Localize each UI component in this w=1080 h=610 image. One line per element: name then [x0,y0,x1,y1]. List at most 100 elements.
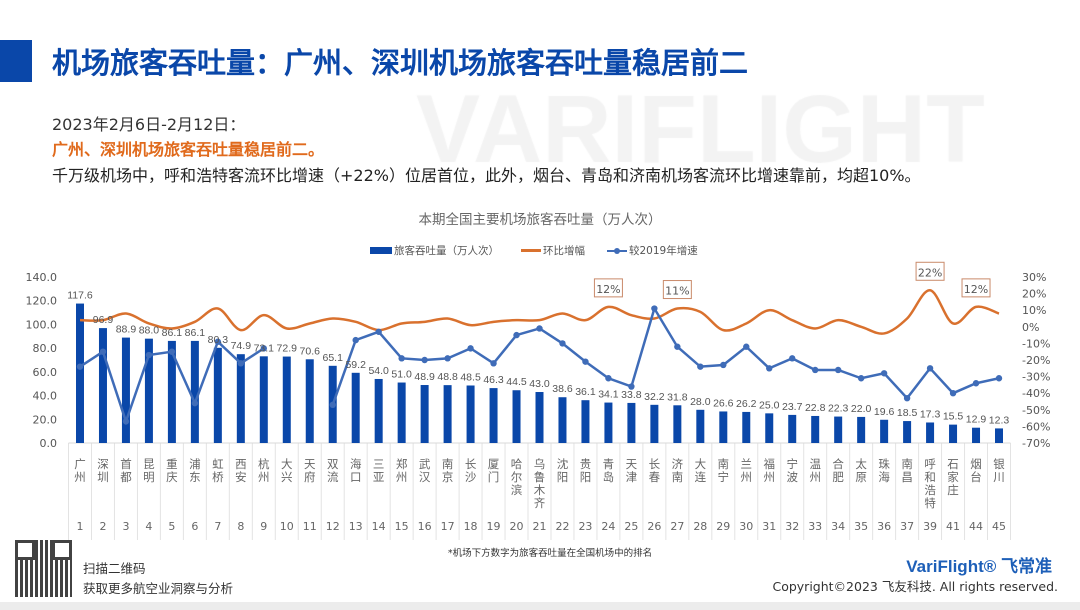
rank-label: 13 [348,520,363,533]
y-left-tick-label: 120.0 [26,295,58,308]
annotation-box [961,278,991,298]
vs2019-point [421,356,428,364]
y-right-tick-label: 10% [1022,304,1046,317]
bar [673,405,682,443]
mom-growth-line [79,289,1000,335]
rank-label: 5 [168,520,176,533]
highlight-text: 广州、深圳机场旅客吞吐量稳居前二。 [52,140,325,159]
rank-label: 31 [762,520,777,533]
bar [76,303,84,443]
bar-data-label: 117.6 [67,290,93,302]
bar-data-label: 28.0 [690,396,711,408]
category-label: 太原 [855,457,867,484]
annotation-box [662,280,692,300]
bar [305,359,314,443]
y-right-tick-label: 0% [1022,321,1039,334]
rank-label: 8 [237,520,245,533]
y-right-tick-label: -40% [1022,387,1050,400]
vs2019-point [237,360,245,367]
rank-label: 23 [578,520,593,533]
vs2019-point [972,380,980,387]
vs2019-point [168,348,176,355]
vs2019-point [812,366,819,374]
category-label: 乌鲁木齐 [533,457,546,510]
bar [788,414,797,443]
category-label: 虹桥 [212,457,224,484]
rank-label: 14 [371,520,386,533]
category-label: 沈阳 [556,457,569,484]
category-label: 天府 [304,457,316,484]
category-label: 宁波 [786,457,798,484]
vs2019-point [926,365,934,372]
rank-label: 26 [647,520,662,533]
vs2019-point [329,401,336,409]
vs2019-point [191,399,199,407]
bar [742,411,751,443]
legend-item-vs2019: 较2019年增速 [607,243,698,258]
rank-label: 11 [302,520,317,533]
bar [903,421,912,443]
vs2019-point [490,360,497,367]
bar-data-label: 70.6 [300,345,321,357]
legend-line-swatch [521,249,541,252]
rank-label: 41 [946,520,961,533]
date-range: 2023年2月6日-2月12日： [52,115,246,134]
y-right-tick-label: -60% [1022,420,1050,433]
annotation-box [593,278,623,298]
rank-label: 4 [145,520,153,533]
bar-data-label: 72.9 [277,343,298,355]
category-label: 南京 [441,457,454,484]
bar [512,390,521,443]
bar-data-label: 96.9 [93,314,114,326]
vs2019-point [720,361,727,369]
qr-code [15,540,72,597]
category-label: 兰州 [740,457,753,484]
bar-data-label: 86.1 [185,327,206,339]
bar [604,402,613,443]
bar [213,347,222,443]
vs2019-point [260,345,267,352]
category-label: 三亚 [372,457,385,484]
bar-data-label: 48.9 [414,371,435,383]
legend-bar-swatch [370,247,392,254]
rank-label: 2 [99,520,107,533]
bar [650,404,659,443]
category-label: 福州 [763,457,776,484]
bar [259,356,268,443]
bar-data-label: 23.7 [782,401,803,413]
bar-data-label: 48.5 [460,371,481,383]
y-right-tick-label: -50% [1022,404,1050,417]
bar-data-label: 48.8 [437,371,458,383]
bar [190,340,199,443]
chart-title: 本期全国主要机场旅客吞吐量（万人次） [418,212,662,228]
bar-data-label: 51.0 [391,369,412,381]
rank-label: 17 [440,520,455,533]
bar [98,328,107,443]
y-left-tick-label: 100.0 [26,318,58,331]
category-label: 石家庄 [947,457,959,497]
bar [121,337,130,443]
vs2019-point [375,328,382,335]
rank-label: 25 [624,520,639,533]
rank-label: 36 [877,520,892,533]
bar [397,382,406,443]
vs2019-point [674,343,681,350]
annotation-label: 12% [596,283,620,296]
vs2019-point [513,331,520,339]
vs2019-point [536,325,543,332]
vs2019-point [467,345,474,352]
category-label: 首都 [120,457,132,484]
rank-label: 20 [509,520,524,533]
rank-label: 39 [923,520,938,533]
footer-strip [0,602,1080,610]
bar-data-label: 88.0 [139,325,160,337]
brand-logo: VariFlight® 飞常准 [906,557,1052,576]
vs2019-point [949,390,957,397]
category-label: 杭州 [258,457,270,484]
category-label: 南昌 [901,457,913,484]
bar [995,428,1003,443]
bar [719,411,728,443]
bar [926,422,935,443]
vs2019-point [582,358,589,365]
title-accent-bar [0,40,32,82]
